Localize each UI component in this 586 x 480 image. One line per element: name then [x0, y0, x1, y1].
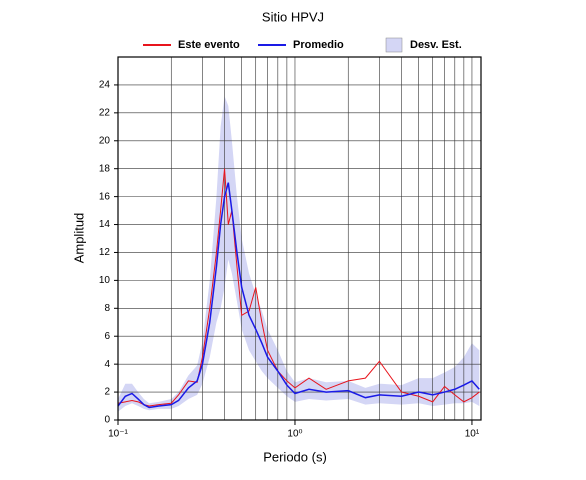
y-tick-label: 20 — [99, 135, 111, 146]
x-tick-label: 10¹ — [465, 429, 480, 440]
line-series — [117, 168, 480, 407]
line-series — [117, 182, 480, 409]
plot-frame — [117, 56, 482, 421]
y-tick-label: 12 — [99, 247, 111, 258]
y-tick-label: 18 — [99, 163, 111, 174]
y-tick-label: 6 — [104, 331, 110, 342]
y-axis-label: Amplitud — [71, 213, 86, 264]
legend: Este evento Promedio Desv. Est. — [143, 37, 462, 53]
y-tick-label: 4 — [104, 359, 110, 370]
y-tick-label: 2 — [104, 387, 110, 398]
legend-label: Desv. Est. — [410, 39, 462, 51]
x-tick-label: 10⁰ — [287, 429, 302, 440]
y-tick-label: 10 — [99, 275, 111, 286]
legend-swatch — [385, 37, 403, 53]
y-tick-label: 0 — [104, 415, 110, 426]
y-tick-label: 24 — [99, 80, 111, 91]
legend-label: Promedio — [293, 39, 344, 51]
x-axis-label: Periodo (s) — [263, 449, 327, 464]
legend-label: Este evento — [178, 39, 240, 51]
y-tick-label: 8 — [104, 303, 110, 314]
chart-title: Sitio HPVJ — [262, 9, 324, 24]
y-tick-label: 16 — [99, 191, 111, 202]
x-tick-label: 10⁻¹ — [108, 429, 128, 440]
y-tick-label: 14 — [99, 219, 111, 230]
y-tick-label: 22 — [99, 107, 111, 118]
